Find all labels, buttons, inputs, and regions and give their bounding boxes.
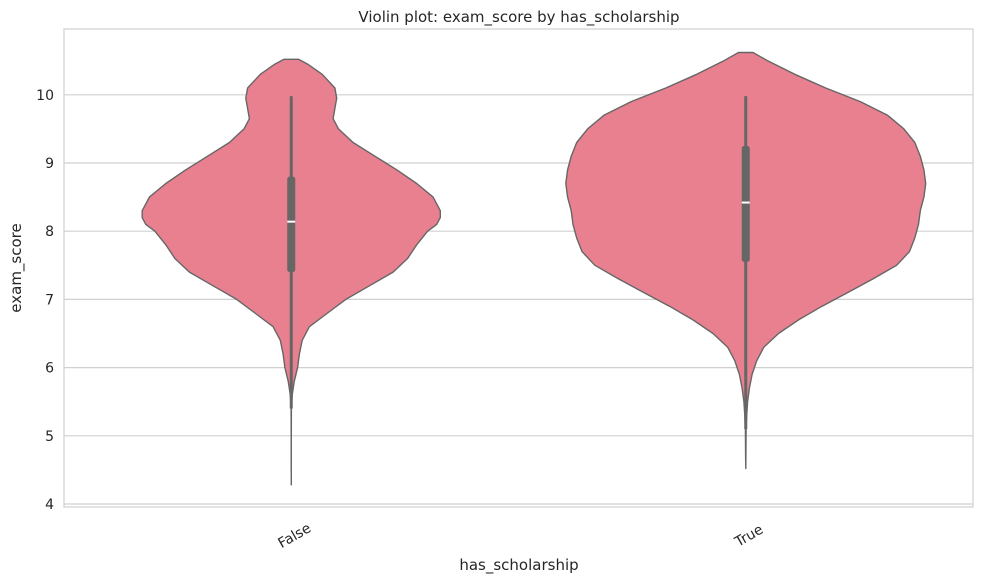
x-axis-label: has_scholarship [459,556,578,575]
y-tick-label: 9 [45,156,54,172]
x-tick-label: False [276,520,314,551]
violins [141,51,927,486]
x-tick-labels: False True [276,520,767,551]
y-tick-labels: 4 5 6 7 8 9 10 [36,88,54,513]
y-tick-label: 6 [45,361,54,377]
violin-iqr-box [741,145,750,262]
y-tick-label: 4 [45,497,54,513]
y-axis-label: exam_score [7,223,26,312]
y-tick-label: 8 [45,224,54,240]
plot-frame [63,28,974,508]
x-tick-label: True [732,522,767,551]
chart-title: Violin plot: exam_score by has_scholarsh… [358,8,679,27]
y-tick-label: 7 [45,292,54,308]
violin-iqr-box [287,176,296,273]
y-tick-label: 10 [36,88,54,104]
y-tick-label: 5 [45,429,54,445]
